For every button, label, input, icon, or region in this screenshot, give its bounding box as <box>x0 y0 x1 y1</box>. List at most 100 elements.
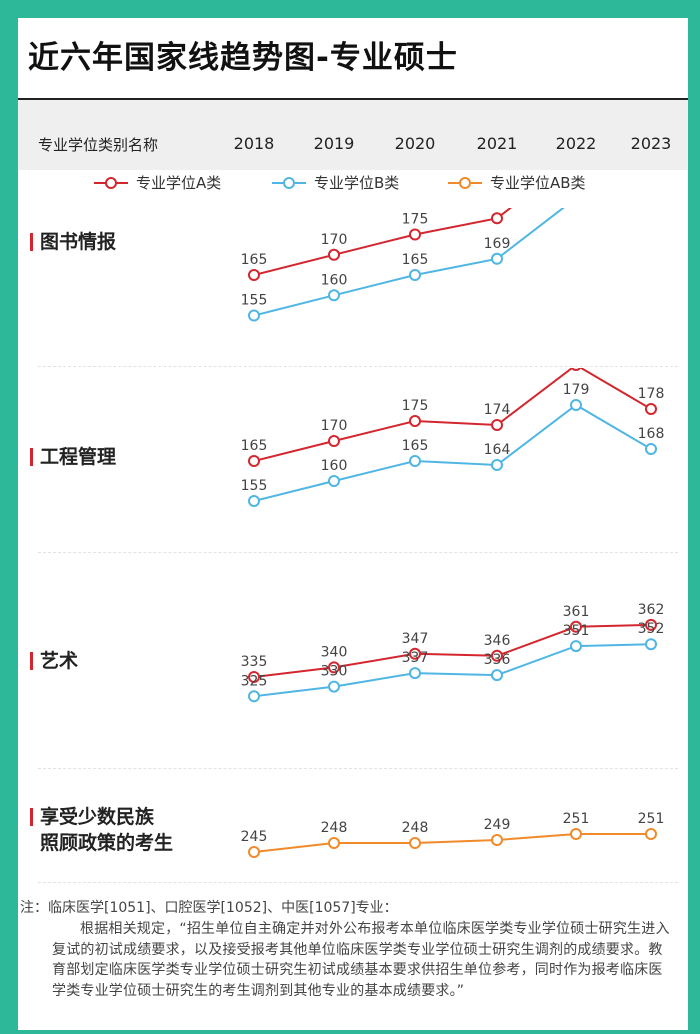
footnote-body: 根据相关规定，“招生单位自主确定并对外公布报考本单位临床医学类专业学位硕士研究生… <box>52 921 670 999</box>
data-label: 251 <box>638 811 665 827</box>
data-label: 362 <box>638 602 665 618</box>
data-point <box>646 157 656 167</box>
legend-marker-icon-b <box>283 177 295 189</box>
panel-separator <box>38 768 678 769</box>
category-marker <box>30 652 33 670</box>
legend: 专业学位A类 专业学位B类 专业学位AB类 <box>18 170 688 200</box>
data-label: 165 <box>241 252 268 268</box>
data-point <box>645 828 657 840</box>
data-point <box>491 834 503 846</box>
category-label-minority-policy: 享受少数民族 照顾政策的考生 <box>30 804 173 856</box>
data-label: 251 <box>563 811 590 827</box>
chart-card: 近六年国家线趋势图-专业硕士 专业学位类别名称 2018 2019 2020 2… <box>18 18 688 1030</box>
data-label: 189 <box>563 342 590 358</box>
data-label: 170 <box>321 232 348 248</box>
year-header-2018: 2018 <box>233 134 275 153</box>
data-point <box>409 647 421 660</box>
data-label: 169 <box>484 236 511 252</box>
data-label: 174 <box>484 402 511 418</box>
data-point <box>491 252 503 265</box>
data-point <box>328 837 340 849</box>
data-point <box>248 495 260 507</box>
chart-panel-0: 165 170 175 155 160 165 169 184 188 <box>241 153 665 322</box>
data-label: 325 <box>241 673 268 689</box>
category-marker <box>30 233 33 251</box>
data-point <box>570 640 582 653</box>
data-label: 335 <box>241 654 268 670</box>
year-header-2021: 2021 <box>476 134 518 153</box>
data-point <box>491 212 503 225</box>
data-label: 155 <box>241 478 268 494</box>
data-point <box>409 228 421 241</box>
data-point <box>645 618 657 631</box>
legend-marker-icon-a <box>105 177 117 189</box>
data-label: 188 <box>638 159 665 175</box>
data-point <box>328 289 340 302</box>
data-point <box>571 153 581 163</box>
data-point <box>570 620 582 633</box>
panel-separator <box>38 552 678 553</box>
panel-separator <box>38 366 678 367</box>
data-point <box>328 248 340 261</box>
series-line-panel2-s1 <box>253 643 652 698</box>
data-label: 245 <box>241 829 268 845</box>
category-marker <box>30 808 33 826</box>
data-point <box>328 661 340 674</box>
data-label: 351 <box>563 623 590 639</box>
data-point <box>645 403 657 415</box>
year-header-2020: 2020 <box>394 134 436 153</box>
legend-marker-icon-ab <box>459 177 471 189</box>
data-point <box>328 680 340 693</box>
category-column-header: 专业学位类别名称 <box>38 136 159 154</box>
data-point <box>645 638 657 651</box>
chart-panel-1: 165 170 175 174 189 178 155 160 165 164 179 168 <box>241 342 665 507</box>
data-point <box>570 368 582 371</box>
data-label: 165 <box>241 438 268 454</box>
data-point <box>409 455 421 467</box>
data-point <box>570 399 582 411</box>
data-point <box>646 177 656 187</box>
data-point <box>645 443 657 455</box>
data-label: 175 <box>402 398 429 414</box>
data-point <box>328 475 340 487</box>
year-header-band <box>18 100 688 170</box>
data-label: 178 <box>638 386 665 402</box>
category-label-library-info: 图书情报 <box>30 229 116 255</box>
series-line-panel0-s1 <box>253 208 565 317</box>
data-label: 179 <box>563 382 590 398</box>
data-label: 340 <box>321 644 348 660</box>
data-point <box>328 435 340 447</box>
data-label: 352 <box>638 621 665 637</box>
legend-label-a: 专业学位A类 <box>136 174 222 192</box>
data-label: 346 <box>484 633 511 649</box>
data-label: 168 <box>638 426 665 442</box>
legend-label-ab: 专业学位AB类 <box>490 174 586 192</box>
series-line-panel1-s0 <box>253 368 652 462</box>
data-label: 165 <box>402 438 429 454</box>
data-point <box>248 846 260 858</box>
data-label: 361 <box>563 604 590 620</box>
data-point <box>409 837 421 849</box>
year-header-2022: 2022 <box>555 134 597 153</box>
data-point <box>409 269 421 281</box>
data-point <box>571 193 581 203</box>
series-line-panel0-s0 <box>253 208 513 276</box>
data-label: 155 <box>241 293 268 309</box>
data-label: 170 <box>321 418 348 434</box>
data-label: 175 <box>402 212 429 228</box>
page-title: 近六年国家线趋势图-专业硕士 <box>28 40 458 76</box>
data-point <box>491 669 503 682</box>
footnote-heading: 注：临床医学[1051]、口腔医学[1052]、中医[1057]专业： <box>20 900 398 916</box>
category-marker <box>30 448 33 466</box>
data-label: 248 <box>321 820 348 836</box>
data-label: 184 <box>563 175 590 191</box>
data-point <box>409 667 421 680</box>
data-label: 249 <box>484 817 511 833</box>
line-chart: 165 170 175 155 160 165 169 184 188 165 170 175 174 1… <box>241 153 665 858</box>
series-line-panel3-s0 <box>253 833 651 853</box>
data-point <box>248 309 260 322</box>
chart-panel-3: 245 248 248 249 251 251 <box>241 811 665 858</box>
data-label: 160 <box>321 272 348 288</box>
category-label-engineering-management: 工程管理 <box>30 444 116 470</box>
data-point <box>248 269 260 281</box>
